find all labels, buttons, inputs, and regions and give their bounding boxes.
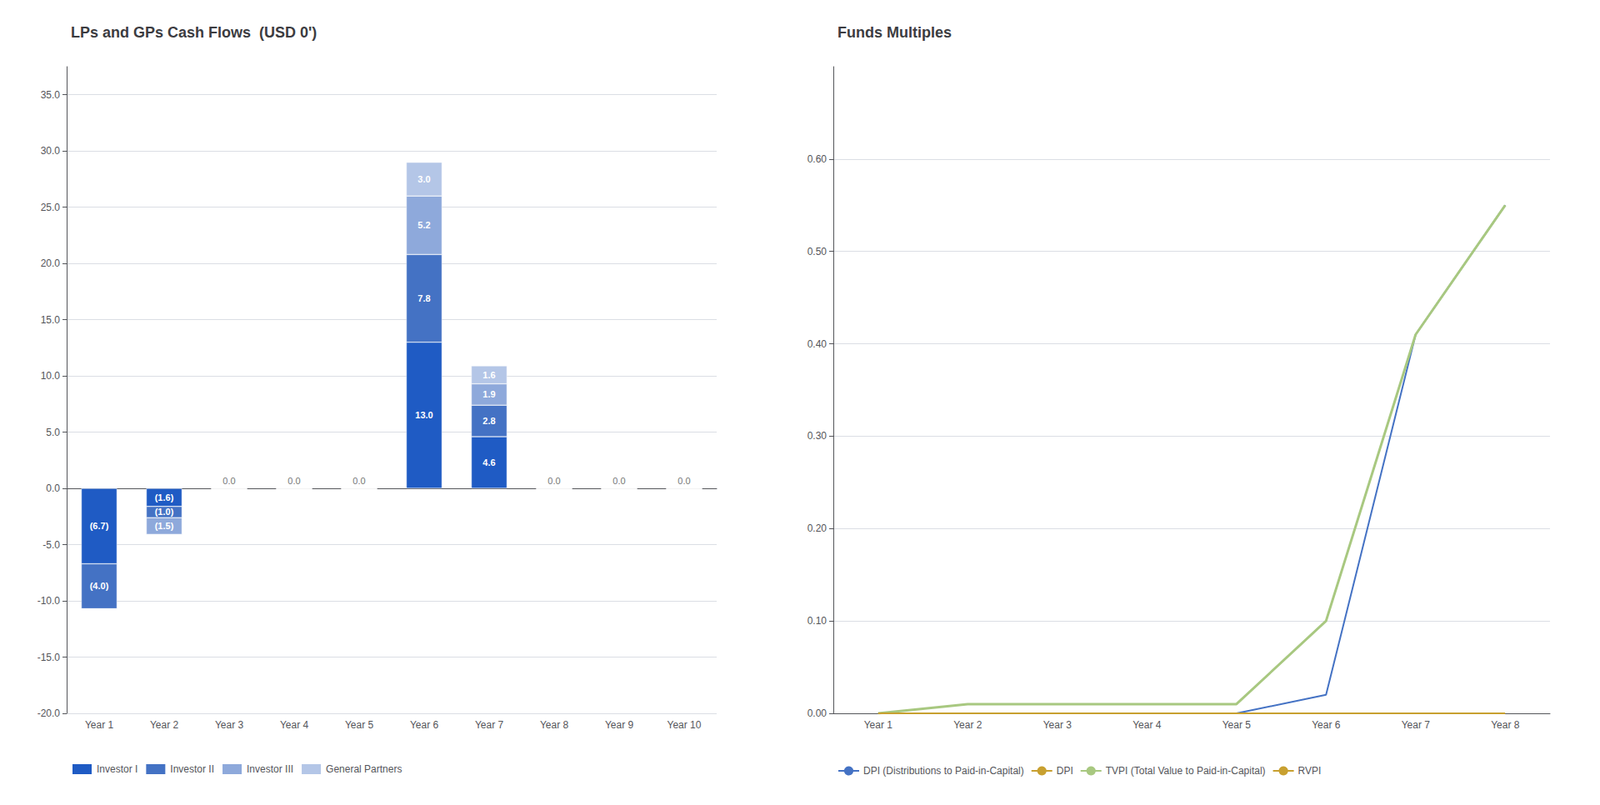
svg-text:(1.5): (1.5) [155,520,175,531]
svg-text:0.0: 0.0 [677,475,690,486]
svg-text:0.00: 0.00 [807,707,828,720]
svg-text:(1.0): (1.0) [155,506,175,517]
svg-text:Year 3: Year 3 [1043,719,1073,731]
svg-text:3.0: 3.0 [417,174,430,185]
svg-text:Year 10: Year 10 [667,719,702,731]
svg-text:LPs and GPs Cash Flows (USD 0: LPs and GPs Cash Flows (USD 0') [70,24,317,41]
svg-text:Year 1: Year 1 [864,719,894,731]
svg-text:0.0: 0.0 [612,475,625,486]
svg-text:-5.0: -5.0 [42,539,60,551]
svg-text:-20.0: -20.0 [37,707,61,720]
svg-text:Year 7: Year 7 [1401,719,1431,731]
svg-text:-15.0: -15.0 [37,651,61,664]
svg-text:TVPI (Total Value to Paid-in-C: TVPI (Total Value to Paid-in-Capital) [1105,765,1266,777]
svg-text:15.0: 15.0 [40,314,61,326]
svg-text:Year 4: Year 4 [280,719,310,731]
svg-text:20.0: 20.0 [40,257,61,270]
svg-text:Year 8: Year 8 [1490,719,1520,731]
svg-text:-10.0: -10.0 [37,595,61,607]
svg-text:0.40: 0.40 [807,338,828,350]
svg-text:5.0: 5.0 [45,426,60,439]
svg-text:0.30: 0.30 [807,430,828,442]
svg-text:Year 2: Year 2 [150,719,180,731]
svg-text:(1.6): (1.6) [155,492,175,503]
svg-text:(6.7): (6.7) [90,520,110,531]
svg-text:Year 2: Year 2 [953,719,983,731]
svg-text:DPI (Distributions to Paid-in-: DPI (Distributions to Paid-in-Capital) [863,765,1025,777]
svg-text:General Partners: General Partners [325,763,402,775]
svg-text:35.0: 35.0 [40,89,61,101]
svg-text:5.2: 5.2 [417,220,430,230]
svg-text:Year 6: Year 6 [1311,719,1341,731]
svg-text:0.0: 0.0 [352,475,365,486]
svg-text:0.50: 0.50 [807,245,828,258]
svg-text:Year 7: Year 7 [475,719,505,731]
svg-text:4.6: 4.6 [482,457,495,468]
svg-text:7.8: 7.8 [417,293,430,304]
svg-text:0.10: 0.10 [807,615,828,627]
svg-text:Year 8: Year 8 [540,719,570,731]
svg-text:10.0: 10.0 [40,370,61,382]
svg-text:Year 6: Year 6 [410,719,440,731]
svg-text:2.8: 2.8 [482,415,495,426]
svg-text:Funds Multiples: Funds Multiples [837,24,952,41]
svg-text:Year 9: Year 9 [605,719,635,731]
svg-text:0.0: 0.0 [287,475,300,486]
svg-text:13.0: 13.0 [415,410,433,420]
svg-text:Year 3: Year 3 [215,719,245,731]
svg-text:Investor III: Investor III [246,763,294,775]
svg-text:1.9: 1.9 [482,389,495,400]
svg-text:0.20: 0.20 [807,522,828,535]
svg-text:25.0: 25.0 [40,201,61,214]
svg-text:DPI: DPI [1056,765,1074,777]
svg-text:Year 5: Year 5 [345,719,375,731]
svg-text:0.60: 0.60 [807,153,828,165]
svg-text:Year 1: Year 1 [85,719,115,731]
svg-text:Investor I: Investor I [96,763,138,775]
svg-text:(4.0): (4.0) [90,580,110,591]
svg-text:0.0: 0.0 [222,475,235,486]
svg-text:1.6: 1.6 [482,370,495,380]
svg-text:RVPI: RVPI [1298,765,1322,777]
svg-text:Investor II: Investor II [170,763,215,775]
svg-text:Year 4: Year 4 [1132,719,1162,731]
svg-text:30.0: 30.0 [40,145,61,157]
svg-text:Year 5: Year 5 [1222,719,1252,731]
svg-text:0.0: 0.0 [45,482,60,495]
svg-text:0.0: 0.0 [547,475,560,486]
